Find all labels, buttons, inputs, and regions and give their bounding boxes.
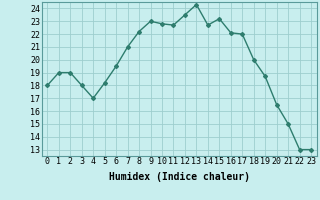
X-axis label: Humidex (Indice chaleur): Humidex (Indice chaleur): [109, 172, 250, 182]
